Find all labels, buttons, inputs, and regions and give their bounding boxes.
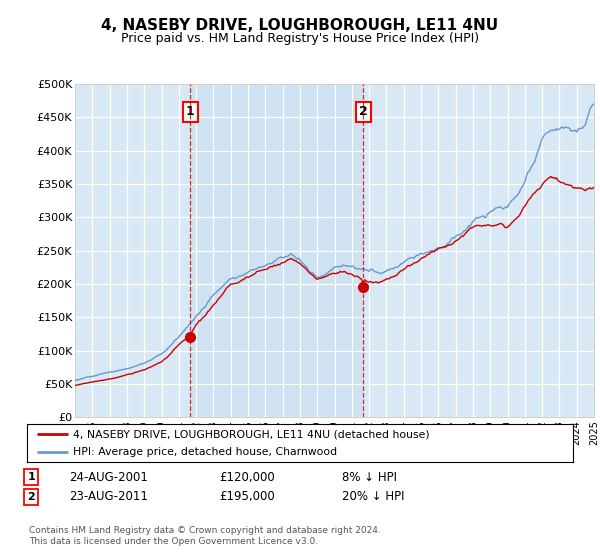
Text: 1: 1 [185,105,194,119]
Text: 8% ↓ HPI: 8% ↓ HPI [342,470,397,484]
Text: 4, NASEBY DRIVE, LOUGHBOROUGH, LE11 4NU (detached house): 4, NASEBY DRIVE, LOUGHBOROUGH, LE11 4NU … [73,429,430,439]
Text: 2: 2 [28,492,35,502]
Text: 20% ↓ HPI: 20% ↓ HPI [342,490,404,503]
Text: 23-AUG-2011: 23-AUG-2011 [69,490,148,503]
Bar [190,84,363,417]
Text: £195,000: £195,000 [219,490,275,503]
Text: 2: 2 [359,105,367,119]
Text: 24-AUG-2001: 24-AUG-2001 [69,470,148,484]
Text: Price paid vs. HM Land Registry's House Price Index (HPI): Price paid vs. HM Land Registry's House … [121,32,479,45]
Text: £120,000: £120,000 [219,470,275,484]
Text: Contains HM Land Registry data © Crown copyright and database right 2024.
This d: Contains HM Land Registry data © Crown c… [29,526,380,546]
Text: 1: 1 [28,472,35,482]
Text: HPI: Average price, detached house, Charnwood: HPI: Average price, detached house, Char… [73,447,338,457]
Text: 4, NASEBY DRIVE, LOUGHBOROUGH, LE11 4NU: 4, NASEBY DRIVE, LOUGHBOROUGH, LE11 4NU [101,18,499,33]
